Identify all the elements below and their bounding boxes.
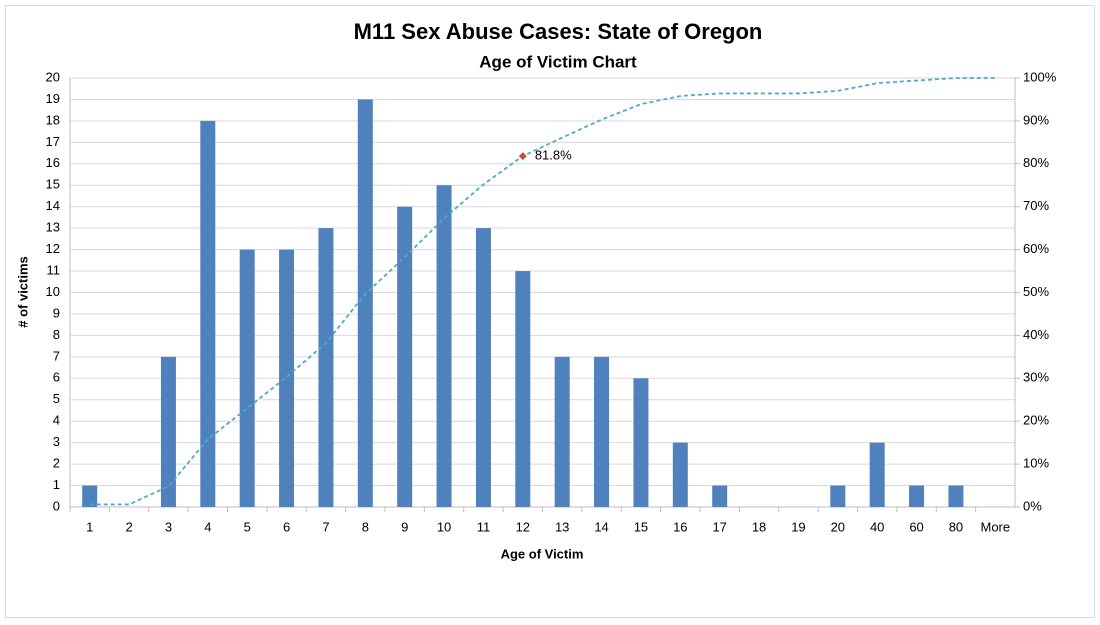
y-tick-label: 5 xyxy=(53,391,60,406)
x-tick-label: 19 xyxy=(791,519,805,534)
x-tick-label: 5 xyxy=(244,519,251,534)
data-label: 81.8% xyxy=(535,148,572,163)
y-tick-label: 1 xyxy=(53,477,60,492)
chart-frame xyxy=(5,5,1095,618)
x-tick-label: More xyxy=(981,519,1011,534)
y2-tick-label: 20% xyxy=(1023,413,1049,428)
cumulative-line xyxy=(89,77,996,506)
bar xyxy=(357,99,373,507)
x-tick-label: 80 xyxy=(949,519,963,534)
y-tick-label: 9 xyxy=(53,305,60,320)
bar xyxy=(594,356,610,507)
y2-tick-label: 100% xyxy=(1023,69,1057,84)
y-axis-title: # of victims xyxy=(15,256,30,328)
bar xyxy=(82,485,98,507)
bar xyxy=(475,228,491,507)
y-tick-label: 15 xyxy=(46,177,60,192)
bar xyxy=(279,249,295,507)
x-tick-label: 9 xyxy=(401,519,408,534)
y-tick-label: 7 xyxy=(53,348,60,363)
bar xyxy=(160,356,176,507)
y-tick-label: 0 xyxy=(53,498,60,513)
x-tick-label: 7 xyxy=(322,519,329,534)
x-tick-label: 6 xyxy=(283,519,290,534)
y-tick-label: 13 xyxy=(46,220,60,235)
bar xyxy=(712,485,728,507)
x-tick-label: 40 xyxy=(870,519,884,534)
y-tick-label: 6 xyxy=(53,370,60,385)
y-tick-label: 17 xyxy=(46,134,60,149)
bar xyxy=(633,378,649,507)
x-axis-title: Age of Victim xyxy=(501,546,584,561)
y-tick-label: 20 xyxy=(46,69,60,84)
y-tick-label: 10 xyxy=(46,284,60,299)
x-tick-label: 3 xyxy=(165,519,172,534)
x-tick-label: 11 xyxy=(477,519,491,534)
y-tick-label: 2 xyxy=(53,456,60,471)
chart-title: M11 Sex Abuse Cases: State of Oregon xyxy=(354,19,763,44)
y-tick-label: 14 xyxy=(46,198,60,213)
y2-tick-label: 50% xyxy=(1023,284,1049,299)
y-tick-label: 3 xyxy=(53,434,60,449)
bar xyxy=(200,120,216,508)
x-tick-label: 13 xyxy=(555,519,569,534)
bar xyxy=(436,185,452,507)
bar xyxy=(397,206,413,507)
x-tick-label: 14 xyxy=(594,519,608,534)
y2-tick-label: 10% xyxy=(1023,456,1049,471)
y-tick-label: 18 xyxy=(46,112,60,127)
y2-tick-label: 70% xyxy=(1023,198,1049,213)
y2-tick-label: 90% xyxy=(1023,112,1049,127)
x-tick-label: 10 xyxy=(437,519,451,534)
y2-tick-label: 0% xyxy=(1023,498,1042,513)
bar xyxy=(909,485,925,507)
y2-tick-label: 60% xyxy=(1023,241,1049,256)
x-tick-label: 8 xyxy=(362,519,369,534)
y2-tick-label: 80% xyxy=(1023,155,1049,170)
y-tick-label: 12 xyxy=(46,241,60,256)
y-tick-label: 8 xyxy=(53,327,60,342)
x-tick-label: 60 xyxy=(909,519,923,534)
y-tick-label: 11 xyxy=(47,262,61,277)
bar xyxy=(948,485,964,507)
bar xyxy=(318,228,334,507)
point-marker xyxy=(518,152,527,161)
x-tick-label: 15 xyxy=(634,519,648,534)
x-tick-label: 16 xyxy=(673,519,687,534)
bar xyxy=(515,271,531,507)
x-tick-label: 18 xyxy=(752,519,766,534)
x-tick-label: 1 xyxy=(86,519,93,534)
bar xyxy=(869,442,885,507)
y-tick-label: 4 xyxy=(53,413,60,428)
y-tick-label: 19 xyxy=(46,91,60,106)
bar xyxy=(554,356,570,507)
y2-tick-label: 30% xyxy=(1023,370,1049,385)
bar xyxy=(239,249,255,507)
bar xyxy=(830,485,846,507)
bar xyxy=(672,442,688,507)
chart-subtitle: Age of Victim Chart xyxy=(479,52,637,71)
y-tick-label: 16 xyxy=(46,155,60,170)
x-tick-label: 2 xyxy=(125,519,132,534)
y2-tick-label: 40% xyxy=(1023,327,1049,342)
x-tick-label: 17 xyxy=(712,519,726,534)
x-tick-label: 12 xyxy=(516,519,530,534)
x-tick-label: 4 xyxy=(204,519,211,534)
x-tick-label: 20 xyxy=(831,519,845,534)
